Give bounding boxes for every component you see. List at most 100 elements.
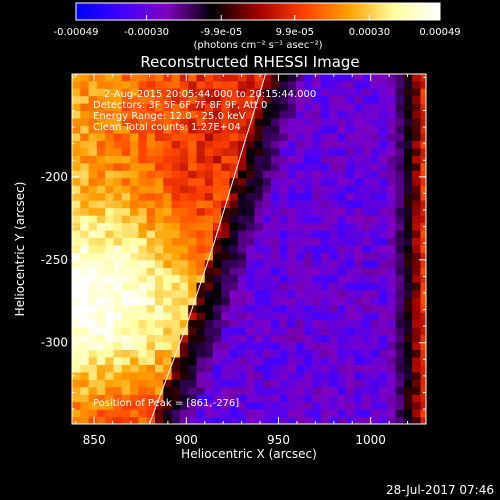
heatmap-cell [254, 207, 264, 216]
heatmap-cell [88, 386, 98, 395]
heatmap-cell [72, 222, 81, 231]
heatmap-cell [329, 74, 339, 82]
heatmap-cell [370, 125, 380, 134]
heatmap-cell [362, 364, 372, 373]
heatmap-cell [113, 244, 123, 253]
heatmap-cell [96, 409, 106, 418]
heatmap-cell [88, 364, 98, 373]
heatmap-cell [354, 170, 363, 179]
heatmap-cell [171, 162, 181, 171]
heatmap-cell [279, 207, 289, 216]
heatmap-cell [80, 259, 90, 268]
heatmap-image [72, 74, 426, 424]
heatmap-cell [296, 229, 305, 238]
heatmap-cell [362, 386, 372, 395]
heatmap-cell [179, 103, 189, 112]
heatmap-cell [362, 379, 372, 388]
heatmap-cell [379, 200, 388, 209]
heatmap-cell [296, 341, 305, 350]
heatmap-cell [345, 88, 355, 97]
heatmap-cell [72, 327, 81, 336]
heatmap-cell [354, 192, 363, 201]
heatmap-cell [254, 147, 264, 156]
heatmap-cell [412, 192, 422, 201]
heatmap-cell [88, 259, 98, 268]
heatmap-cell [229, 95, 239, 104]
heatmap-cell [320, 401, 330, 410]
heatmap-cell [395, 185, 405, 194]
heatmap-cell [296, 80, 305, 89]
heatmap-cell [88, 356, 98, 365]
heatmap-cell [387, 170, 397, 179]
heatmap-cell [387, 379, 397, 388]
heatmap-cell [72, 394, 81, 403]
heatmap-cell [237, 170, 247, 179]
heatmap-cell [320, 95, 330, 104]
heatmap-cell [320, 416, 330, 424]
heatmap-cell [213, 312, 222, 321]
heatmap-cell [113, 118, 123, 127]
heatmap-cell [113, 409, 123, 418]
heatmap-cell [72, 364, 81, 373]
heatmap-cell [337, 118, 347, 127]
heatmap-cell [105, 416, 115, 424]
heatmap-cell [130, 140, 139, 149]
heatmap-cell [88, 147, 98, 156]
heatmap-cell [146, 74, 156, 82]
heatmap-cell [345, 147, 355, 156]
heatmap-cell [121, 207, 131, 216]
heatmap-cell [370, 409, 380, 418]
heatmap-cell [179, 267, 189, 276]
annotation-clean-counts: Clean Total counts: 1.27E+04 [93, 122, 241, 133]
heatmap-cell [287, 229, 297, 238]
heatmap-cell [379, 88, 388, 97]
heatmap-cell [221, 177, 231, 186]
heatmap-cell [329, 386, 339, 395]
heatmap-cell [188, 394, 198, 403]
heatmap-cell [246, 252, 256, 261]
heatmap-cell [362, 252, 372, 261]
heatmap-cell [121, 103, 131, 112]
heatmap-cell [246, 327, 256, 336]
heatmap-cell [379, 229, 388, 238]
heatmap-cell [354, 132, 363, 141]
heatmap-cell [279, 155, 289, 164]
heatmap-cell [179, 192, 189, 201]
heatmap-cell [329, 401, 339, 410]
heatmap-cell [271, 222, 280, 231]
heatmap-cell [329, 409, 339, 418]
heatmap-cell [196, 74, 206, 82]
heatmap-cell [420, 244, 426, 253]
heatmap-cell [237, 252, 247, 261]
heatmap-cell [121, 341, 131, 350]
colorbar-tick-label: 0.00049 [419, 27, 460, 38]
heatmap-cell [246, 222, 256, 231]
heatmap-cell [105, 386, 115, 395]
heatmap-cell [188, 110, 198, 119]
heatmap-cell [262, 319, 272, 328]
heatmap-cell [379, 394, 388, 403]
heatmap-cell [354, 297, 363, 306]
heatmap-cell [370, 356, 380, 365]
heatmap-cell [395, 356, 405, 365]
heatmap-cell [196, 80, 206, 89]
heatmap-cell [196, 386, 206, 395]
heatmap-cell [138, 200, 148, 209]
footer-timestamp: 28-Jul-2017 07:46 [386, 483, 494, 497]
heatmap-cell [345, 304, 355, 313]
heatmap-cell [362, 147, 372, 156]
heatmap-cell [121, 237, 131, 246]
heatmap-cell [138, 379, 148, 388]
x-tick-label: 850 [83, 433, 106, 447]
heatmap-cell [412, 222, 422, 231]
heatmap-cell [304, 282, 314, 291]
heatmap-cell [370, 379, 380, 388]
heatmap-cell [370, 274, 380, 283]
heatmap-cell [80, 289, 90, 298]
heatmap-cell [387, 95, 397, 104]
heatmap-cell [395, 282, 405, 291]
heatmap-cell [146, 132, 156, 141]
heatmap-cell [287, 334, 297, 343]
heatmap-cell [80, 200, 90, 209]
heatmap-cell [420, 140, 426, 149]
